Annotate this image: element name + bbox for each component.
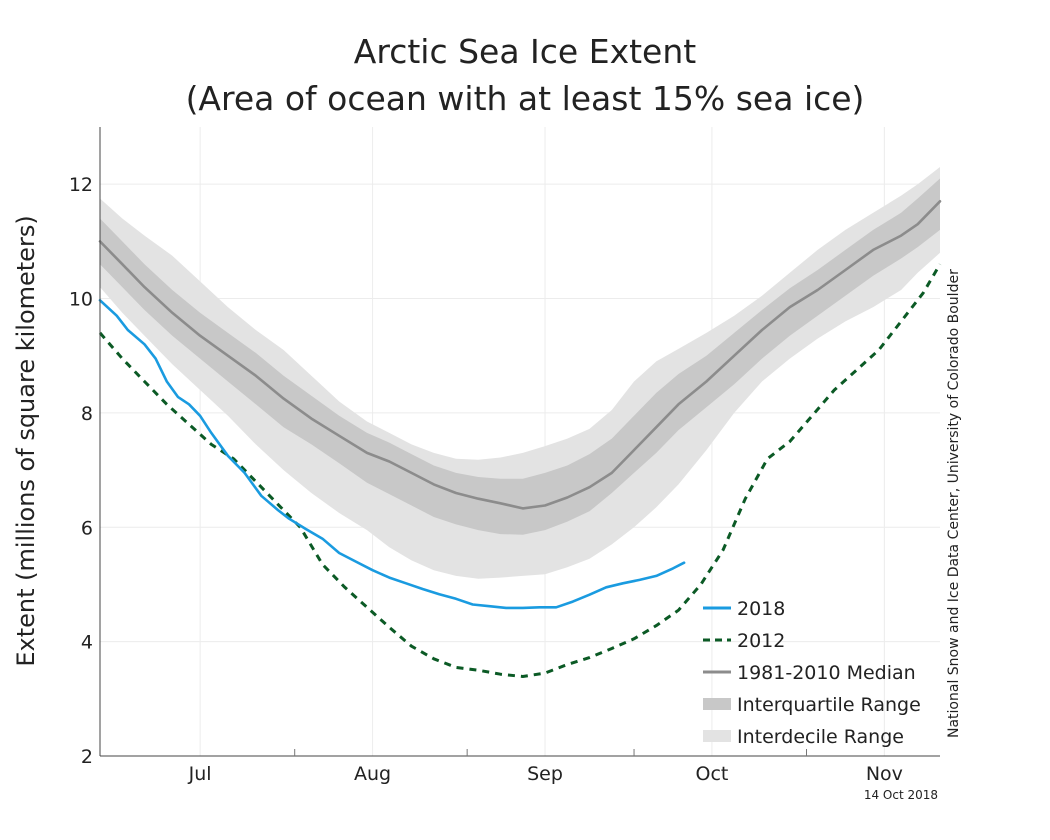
interquartile-band [100, 178, 940, 535]
y-tick-label: 8 [81, 403, 93, 425]
y-tick-label: 10 [69, 289, 93, 311]
legend-label: 2018 [737, 598, 785, 620]
legend-item: 1981-2010 Median [703, 662, 916, 684]
axes [99, 127, 940, 757]
chart-title: Arctic Sea Ice Extent [353, 32, 697, 71]
x-tick-label: Jul [188, 763, 212, 785]
y-tick-label: 6 [81, 517, 93, 539]
chart-title-block: Arctic Sea Ice Extent (Area of ocean wit… [0, 28, 1050, 122]
x-tick-label: Aug [354, 763, 391, 785]
legend-swatch [703, 698, 731, 710]
legend-item: 2018 [703, 598, 785, 620]
y-tick-label: 2 [81, 746, 93, 768]
series-line-2018 [98, 299, 686, 610]
legend-item: Interquartile Range [703, 694, 921, 716]
legend: 2018 2012 1981-2010 Median Interquartile Ra… [703, 598, 921, 748]
x-tick-label: Nov [866, 763, 903, 785]
legend-label: 1981-2010 Median [737, 662, 916, 684]
legend-item: 2012 [703, 630, 785, 652]
interdecile-band [100, 167, 940, 579]
y-tick-label: 4 [81, 632, 93, 654]
x-tick-label: Oct [695, 763, 728, 785]
y-axis-label: Extent (millions of square kilometers) [12, 215, 40, 666]
legend-label: 2012 [737, 630, 785, 652]
x-tick-label: Sep [527, 763, 563, 785]
x-tick-labels: Jul Aug Sep Oct Nov [188, 763, 903, 785]
chart-subtitle: (Area of ocean with at least 15% sea ice… [185, 79, 865, 118]
series-lines [98, 200, 942, 678]
series-line-2012 [98, 263, 942, 678]
series-line-1981-2010-median [98, 200, 942, 510]
credit-text: National Snow and Ice Data Center, Unive… [946, 268, 962, 738]
legend-swatch [703, 730, 731, 742]
legend-item: Interdecile Range [703, 726, 904, 748]
y-tick-labels: 2 4 6 8 10 12 [69, 174, 93, 768]
y-tick-label: 12 [69, 174, 93, 196]
date-stamp: 14 Oct 2018 [863, 788, 938, 802]
legend-label: Interdecile Range [737, 726, 904, 748]
range-bands [100, 167, 940, 579]
legend-label: Interquartile Range [737, 694, 921, 716]
